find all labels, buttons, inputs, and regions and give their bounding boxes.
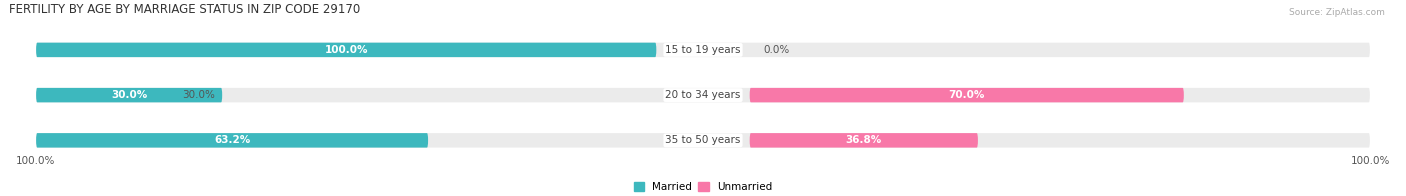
FancyBboxPatch shape <box>749 88 1184 102</box>
Text: FERTILITY BY AGE BY MARRIAGE STATUS IN ZIP CODE 29170: FERTILITY BY AGE BY MARRIAGE STATUS IN Z… <box>10 3 361 16</box>
FancyBboxPatch shape <box>37 43 657 57</box>
FancyBboxPatch shape <box>37 43 1369 57</box>
FancyBboxPatch shape <box>37 88 1369 102</box>
Text: 100.0%: 100.0% <box>1351 156 1391 166</box>
Text: 35 to 50 years: 35 to 50 years <box>665 135 741 145</box>
Text: 70.0%: 70.0% <box>949 90 986 100</box>
Text: 63.2%: 63.2% <box>214 135 250 145</box>
Text: 20 to 34 years: 20 to 34 years <box>665 90 741 100</box>
Text: 30.0%: 30.0% <box>183 90 215 100</box>
Text: 36.8%: 36.8% <box>845 135 882 145</box>
Text: 100.0%: 100.0% <box>15 156 55 166</box>
Legend: Married, Unmarried: Married, Unmarried <box>634 182 772 192</box>
FancyBboxPatch shape <box>37 133 427 148</box>
Text: 0.0%: 0.0% <box>763 45 789 55</box>
Text: 100.0%: 100.0% <box>325 45 368 55</box>
FancyBboxPatch shape <box>37 133 1369 148</box>
FancyBboxPatch shape <box>749 133 979 148</box>
FancyBboxPatch shape <box>37 88 222 102</box>
Text: 30.0%: 30.0% <box>111 90 148 100</box>
Text: Source: ZipAtlas.com: Source: ZipAtlas.com <box>1289 8 1385 17</box>
Text: 15 to 19 years: 15 to 19 years <box>665 45 741 55</box>
